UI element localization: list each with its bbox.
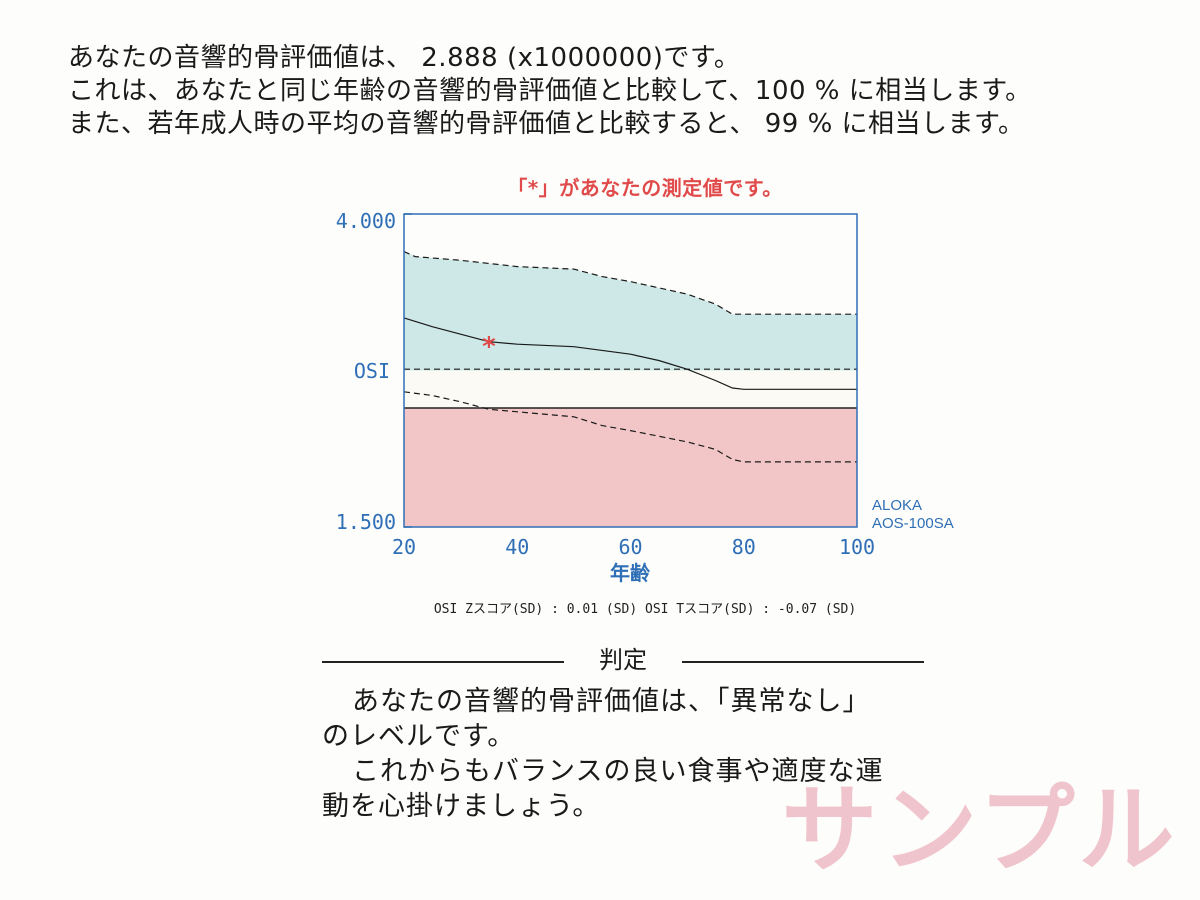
score-line: OSI Zスコア(SD) : 0.01 (SD) OSI Tスコア(SD) : … — [433, 602, 857, 617]
y-tick-label: 4.000 — [336, 209, 396, 233]
sample-watermark: サンプル — [781, 774, 1179, 886]
x-tick-label: 40 — [505, 535, 529, 559]
device-brand: ALOKA — [872, 497, 923, 514]
x-tick-label: 100 — [839, 535, 875, 559]
summary-line-age-comparison: これは、あなたと同じ年齢の音響的骨評価値と比較して、100 % に相当します。 — [68, 76, 1032, 106]
divider-right — [682, 661, 924, 663]
summary-line-young-adult-comparison: また、若年成人時の平均の音響的骨評価値と比較すると、 99 % に相当します。 — [68, 109, 1025, 139]
measurement-marker: * — [482, 332, 496, 362]
judgement-line-1: あなたの音響的骨評価値は、「異常なし」 — [352, 686, 871, 717]
judgement-title: 判定 — [599, 646, 647, 674]
device-model: AOS-100SA — [872, 515, 954, 532]
judgement-line-4: 動を心掛けましょう。 — [322, 791, 601, 822]
x-tick-label: 60 — [618, 535, 642, 559]
series-line-4 — [403, 391, 857, 463]
series-line-2 — [403, 317, 857, 390]
judgement-header: 判定 — [322, 642, 924, 678]
y-tick-label: 1.500 — [336, 510, 396, 534]
measurement-note: 「*」があなたの測定値です。 — [507, 176, 783, 200]
y-axis-label: OSI — [354, 359, 390, 383]
plot-frame — [403, 213, 858, 528]
judgement-line-3: これからもバランスの良い食事や適度な運 — [352, 756, 884, 787]
normal-range-band — [404, 251, 857, 371]
divider-left — [322, 661, 564, 663]
low-range-band — [404, 408, 857, 527]
judgement-line-2: のレベルです。 — [322, 721, 516, 752]
x-tick-label: 80 — [732, 535, 756, 559]
judgement-text: あなたの音響的骨評価値は、「異常なし」 のレベルです。 これからもバランスの良い… — [322, 684, 932, 824]
result-summary: あなたの音響的骨評価値は、 2.888 (x1000000)です。 これは、あな… — [68, 42, 1178, 141]
summary-line-value: あなたの音響的骨評価値は、 2.888 (x1000000)です。 — [68, 43, 741, 73]
x-axis-label: 年齢 — [610, 561, 651, 585]
device-label: ALOKA AOS-100SA — [872, 497, 954, 533]
x-tick-label: 20 — [392, 535, 416, 559]
